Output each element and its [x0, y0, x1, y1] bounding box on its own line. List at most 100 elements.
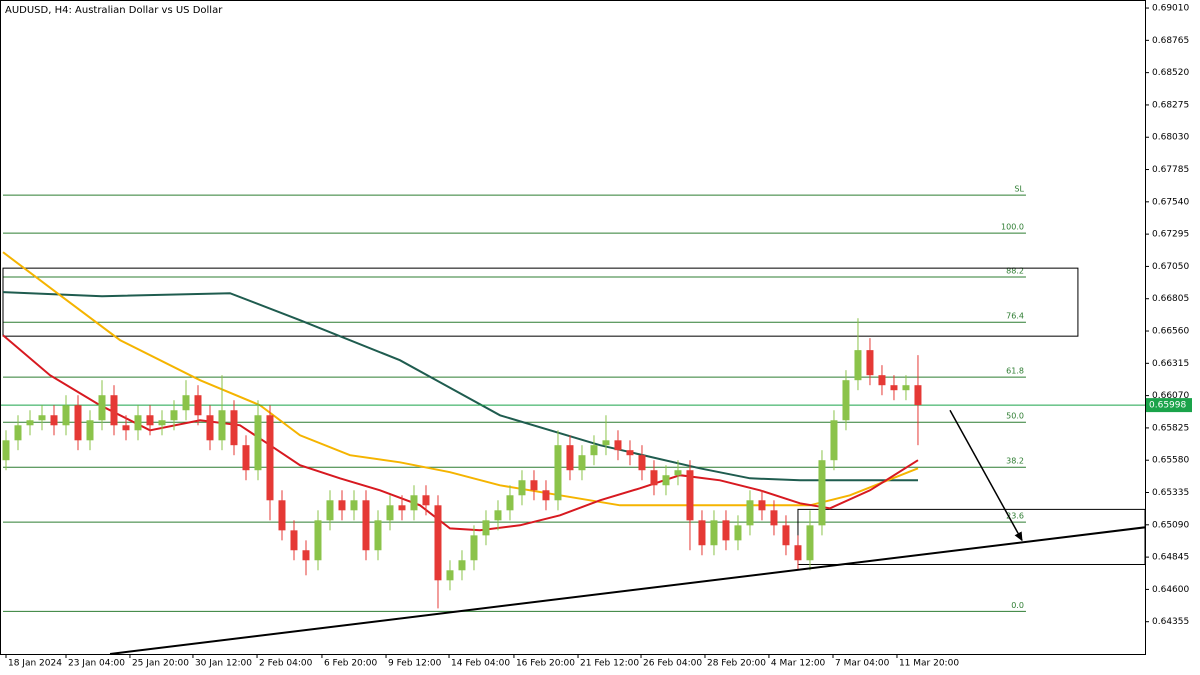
- trendline: [109, 526, 1145, 654]
- candle-body: [230, 410, 238, 446]
- candle-body: [782, 525, 790, 546]
- candle-body: [686, 470, 694, 521]
- candle-body: [398, 505, 406, 511]
- candle-body: [326, 500, 334, 521]
- candle-body: [74, 405, 82, 441]
- candle-body: [482, 520, 490, 536]
- candle-body: [758, 500, 766, 511]
- y-tick-label: 0.67295: [1152, 230, 1189, 240]
- x-tick-label: 14 Feb 04:00: [451, 659, 510, 669]
- fib-label: 88.2: [1006, 266, 1024, 275]
- y-tick-label: 0.65335: [1152, 488, 1189, 498]
- candle-body: [578, 455, 586, 471]
- fib-label: 23.6: [1006, 512, 1024, 521]
- chart-title: AUDUSD, H4: Australian Dollar vs US Doll…: [5, 5, 223, 16]
- candle-body: [794, 545, 802, 561]
- x-tick-label: 30 Jan 12:00: [195, 659, 252, 669]
- fib-label: SL: [1014, 185, 1024, 194]
- fib-label: 0.0: [1011, 601, 1024, 610]
- candle-body: [314, 520, 322, 561]
- candle-body: [698, 520, 706, 546]
- candle-body: [206, 415, 214, 441]
- candle-body: [422, 495, 430, 506]
- candle-body: [866, 350, 874, 376]
- y-tick-label: 0.65580: [1152, 456, 1189, 466]
- y-tick-label: 0.68030: [1152, 133, 1189, 143]
- x-tick-label: 7 Mar 04:00: [835, 659, 890, 669]
- x-tick-label: 25 Jan 20:00: [132, 659, 189, 669]
- last-price-box: [1146, 398, 1192, 413]
- x-tick-label: 28 Feb 20:00: [707, 659, 766, 669]
- x-tick-label: 18 Jan 2024: [8, 659, 62, 669]
- plot-frame: [0, 0, 1146, 655]
- candle-body: [494, 510, 502, 521]
- candle-body: [338, 500, 346, 511]
- y-tick-label: 0.66805: [1152, 294, 1189, 304]
- candle-body: [902, 385, 910, 391]
- y-tick-label: 0.65825: [1152, 423, 1189, 433]
- candle-body: [650, 470, 658, 486]
- candle-body: [590, 445, 598, 456]
- candle-body: [182, 395, 190, 411]
- candle-body: [302, 550, 310, 561]
- candle-body: [722, 520, 730, 541]
- last-price-label: 0.65998: [1149, 401, 1186, 411]
- candle-body: [446, 570, 454, 581]
- candle-body: [914, 385, 922, 406]
- candle-body: [266, 415, 274, 501]
- candle-body: [554, 445, 562, 501]
- candle-body: [14, 425, 22, 441]
- candle-body: [242, 445, 250, 471]
- y-tick-label: 0.67050: [1152, 262, 1189, 272]
- arrow: [949, 409, 1023, 542]
- candle-body: [674, 470, 682, 476]
- candle-body: [122, 425, 130, 431]
- plot-area: SL 100.0 88.2 76.4 61.8 50.0 38.2 23.6 0.0: [0, 185, 1145, 654]
- candle-body: [602, 440, 610, 446]
- candle-body: [350, 500, 358, 511]
- moving-average: [2, 334, 919, 532]
- y-tick-label: 0.69010: [1152, 4, 1189, 14]
- candle-body: [134, 415, 142, 431]
- candle-body: [374, 520, 382, 551]
- candle-body: [170, 410, 178, 421]
- x-tick-label: 23 Jan 04:00: [68, 659, 125, 669]
- candle-body: [614, 440, 622, 451]
- y-tick-label: 0.68275: [1152, 100, 1189, 110]
- candle-body: [434, 505, 442, 581]
- candle-body: [818, 460, 826, 526]
- candle-body: [410, 495, 418, 511]
- candle-body: [110, 395, 118, 426]
- candle-body: [62, 405, 70, 426]
- y-tick-label: 0.65090: [1152, 520, 1189, 530]
- x-tick-label: 26 Feb 04:00: [643, 659, 702, 669]
- fib-label: 38.2: [1006, 457, 1024, 466]
- x-tick-label: 2 Feb 04:00: [259, 659, 313, 669]
- y-tick-label: 0.68520: [1152, 68, 1189, 78]
- candle-body: [746, 500, 754, 526]
- y-tick-label: 0.64600: [1152, 585, 1189, 595]
- y-tick-label: 0.66070: [1152, 391, 1189, 401]
- fib-label: 100.0: [1001, 223, 1024, 232]
- candle-body: [26, 420, 34, 426]
- candle-body: [470, 535, 478, 561]
- candle-body: [662, 475, 670, 486]
- x-tick-label: 4 Mar 12:00: [771, 659, 826, 669]
- candle-body: [158, 420, 166, 426]
- candle-body: [854, 350, 862, 381]
- candle-body: [566, 445, 574, 471]
- candle-body: [518, 480, 526, 496]
- candle-body: [638, 455, 646, 471]
- y-tick-label: 0.64355: [1152, 617, 1189, 627]
- candle-body: [710, 520, 718, 546]
- fib-label: 61.8: [1006, 367, 1024, 376]
- candle-body: [542, 490, 550, 501]
- candle-body: [806, 525, 814, 561]
- candle-body: [290, 530, 298, 551]
- candle-body: [146, 415, 154, 426]
- candle-body: [98, 395, 106, 421]
- candle-body: [386, 505, 394, 521]
- y-tick-label: 0.68765: [1152, 36, 1189, 46]
